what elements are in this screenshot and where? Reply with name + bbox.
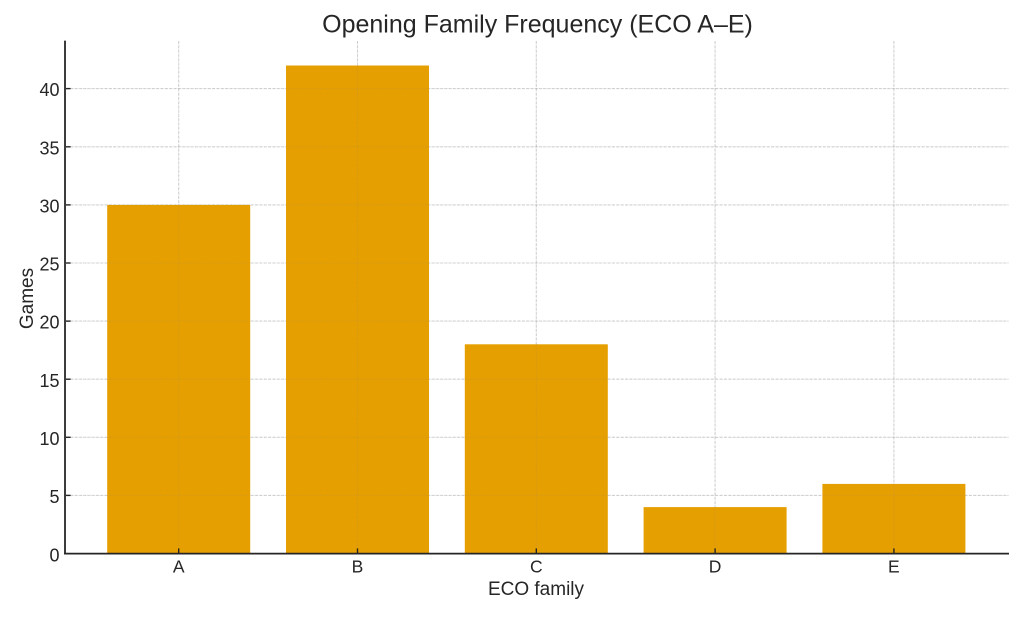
svg-text:40: 40 bbox=[39, 80, 59, 100]
svg-text:20: 20 bbox=[39, 313, 59, 333]
svg-text:A: A bbox=[173, 556, 185, 576]
svg-text:Opening Family Frequency (ECO: Opening Family Frequency (ECO A–E) bbox=[322, 11, 753, 39]
svg-text:35: 35 bbox=[39, 138, 59, 158]
svg-text:E: E bbox=[888, 556, 900, 576]
svg-text:D: D bbox=[709, 556, 722, 576]
svg-text:30: 30 bbox=[39, 197, 59, 217]
svg-text:10: 10 bbox=[39, 429, 59, 449]
svg-text:25: 25 bbox=[39, 255, 59, 275]
svg-text:B: B bbox=[352, 556, 364, 576]
svg-text:15: 15 bbox=[39, 371, 59, 391]
svg-text:C: C bbox=[530, 556, 543, 576]
svg-text:0: 0 bbox=[49, 545, 59, 565]
svg-text:ECO family: ECO family bbox=[488, 579, 585, 600]
svg-text:Games: Games bbox=[17, 268, 38, 329]
svg-text:5: 5 bbox=[49, 487, 59, 507]
